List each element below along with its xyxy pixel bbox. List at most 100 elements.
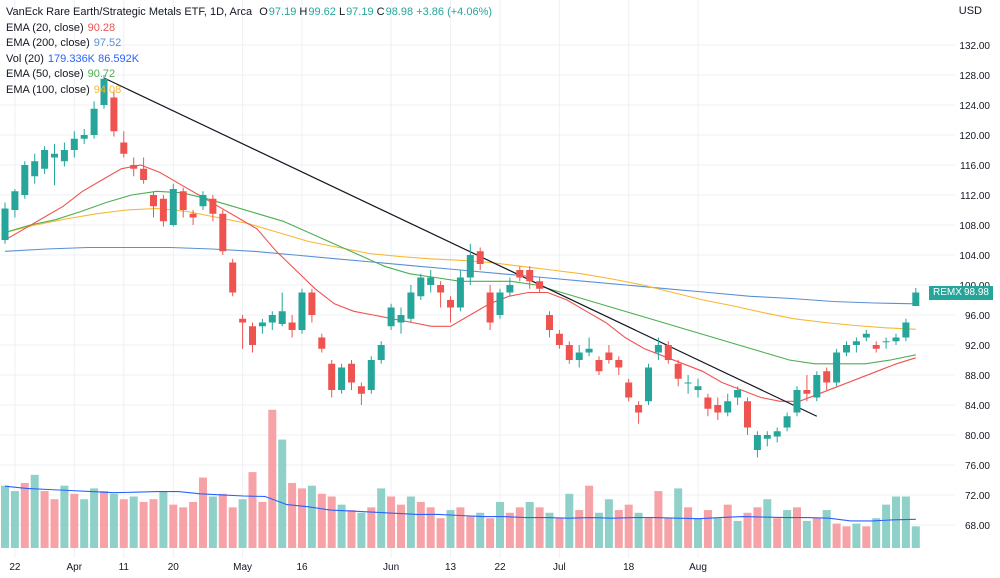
candle [645, 363, 652, 405]
y-tick-label: 112.00 [960, 191, 990, 202]
candle [377, 341, 385, 364]
time-axis[interactable]: 22 Apr 11 20 May 16 Jun 13 22 Jul 18 Aug [9, 562, 707, 573]
candle [555, 330, 563, 349]
volume-bar [634, 512, 643, 548]
volume-bar [268, 409, 277, 548]
y-tick-label: 116.00 [960, 161, 990, 172]
volume-bar [109, 493, 118, 548]
indicator-value: 97.52 [93, 37, 122, 50]
candle [288, 315, 296, 338]
volume-bar [476, 512, 485, 548]
volume-bar [228, 507, 237, 548]
volume-bar [169, 504, 178, 548]
volume-bar [713, 518, 722, 548]
candle [734, 386, 742, 405]
candle [753, 431, 761, 458]
candle [179, 187, 187, 218]
volume-bar [743, 512, 752, 548]
low-value: 97.19 [346, 6, 374, 18]
y-tick-label: 92.00 [965, 341, 990, 352]
candle [258, 318, 266, 334]
volume-bar [436, 518, 445, 548]
chart-grid [0, 0, 955, 558]
candle [60, 142, 68, 167]
trend-line[interactable] [103, 77, 818, 417]
price-axis[interactable]: 132.00 128.00 124.00 120.00 116.00 112.00 108.… [959, 41, 990, 532]
volume-bar [337, 504, 346, 548]
symbol-header[interactable]: VanEck Rare Earth/Strategic Metals ETF, … [6, 5, 492, 21]
volume-bar [654, 491, 663, 548]
candle [407, 285, 415, 323]
candle [694, 378, 702, 398]
candle [110, 90, 118, 137]
candle [783, 412, 791, 432]
candle [456, 270, 464, 312]
volume-bar [515, 507, 524, 548]
x-tick-label: 16 [296, 562, 308, 573]
volume-bar [456, 507, 465, 548]
candle [437, 281, 445, 308]
volume-bar [496, 501, 504, 548]
indicator-label: Vol (20) [6, 52, 44, 65]
indicator-ema200[interactable]: EMA (200, close) 97.52 [6, 36, 492, 52]
candle [328, 360, 336, 398]
candle [516, 266, 524, 282]
volume-bar [604, 499, 613, 548]
x-tick-label: 22 [494, 562, 506, 573]
candle [11, 189, 19, 218]
candle [278, 292, 286, 327]
volume-bar [723, 504, 732, 548]
candle [130, 157, 138, 177]
indicator-value: 90.28 [87, 21, 116, 34]
volume-bar [1, 485, 9, 548]
volume-bar [872, 518, 881, 548]
x-tick-label: 20 [168, 562, 180, 573]
candle [843, 341, 850, 357]
candle [219, 210, 227, 255]
volume-bar [505, 512, 514, 548]
volume-bar [684, 507, 693, 548]
y-tick-label: 84.00 [965, 401, 990, 412]
indicator-ema50[interactable]: EMA (50, close) 90.72 [6, 67, 492, 83]
x-tick-label: Jul [553, 562, 566, 573]
candle [387, 303, 395, 330]
indicator-label: EMA (200, close) [6, 37, 90, 50]
candle [308, 288, 316, 323]
candle [704, 393, 712, 417]
volume-bar [397, 504, 405, 548]
candle [100, 75, 108, 109]
volume-bar [822, 510, 831, 548]
last-price-symbol: REMX [933, 287, 962, 298]
y-tick-label: 88.00 [965, 371, 990, 382]
indicator-ema100[interactable]: EMA (100, close) 94.08 [6, 83, 492, 99]
candle [249, 322, 256, 353]
y-tick-label: 104.00 [959, 251, 990, 262]
volume-bar [307, 485, 316, 548]
candle [625, 378, 633, 402]
volume-bar [10, 491, 19, 548]
candle [209, 195, 217, 222]
change-value: +3.86 (+4.06%) [416, 6, 493, 18]
volume-bar [852, 523, 861, 548]
candle [189, 210, 197, 225]
volume-bar [129, 496, 138, 548]
volume-bar [416, 501, 425, 548]
candle [595, 356, 603, 375]
volume-bar [248, 472, 257, 548]
x-tick-label: Aug [689, 562, 707, 573]
volume-bar [367, 507, 376, 548]
indicator-value: 94.08 [93, 83, 122, 96]
candle [714, 397, 722, 420]
candle [41, 146, 49, 174]
indicator-volume[interactable]: Vol (20) 179.336K 86.592K [6, 52, 492, 68]
indicator-ema20[interactable]: EMA (20, close) 90.28 [6, 21, 492, 37]
candle [912, 288, 920, 306]
candle [615, 356, 623, 375]
candle [536, 277, 544, 293]
volume-bar [149, 499, 158, 548]
volume-bar [347, 510, 356, 548]
y-tick-label: 132.00 [959, 41, 990, 52]
volume-bar [20, 482, 29, 548]
volume-bar [90, 488, 99, 548]
